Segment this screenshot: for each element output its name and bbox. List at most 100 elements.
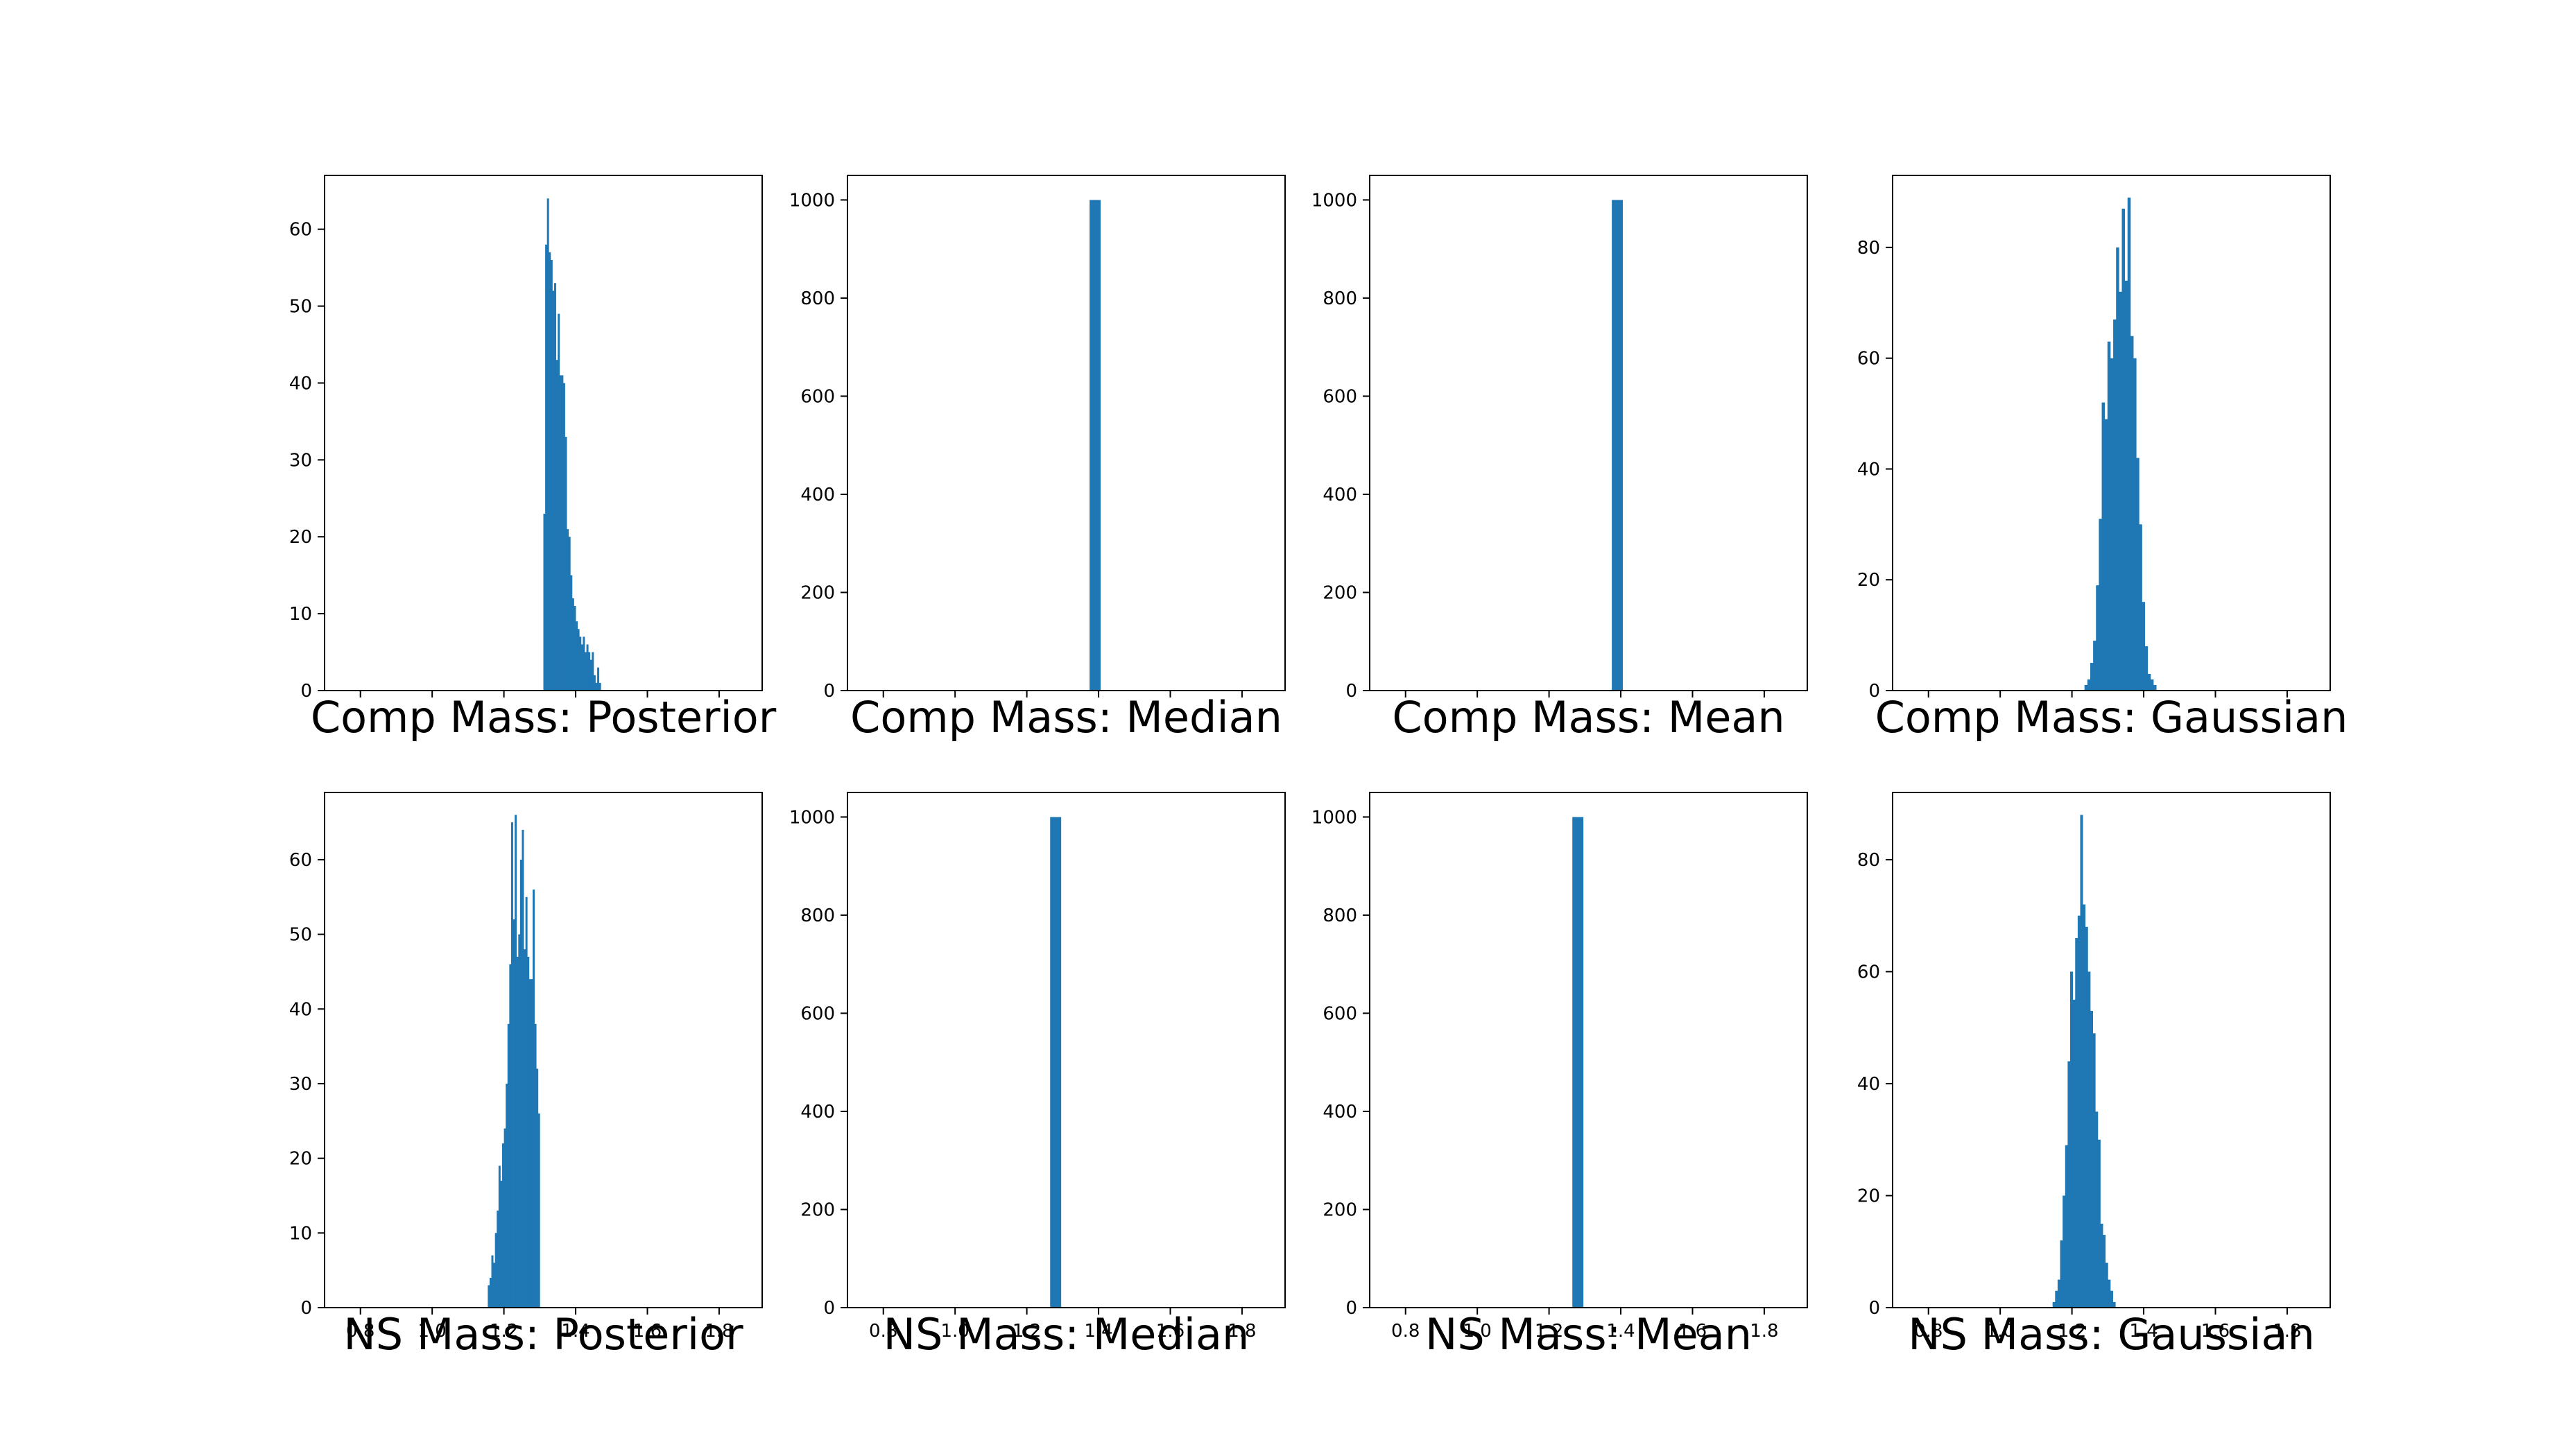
x-tick-label: 1.0: [1463, 1321, 1491, 1342]
histogram-bar: [2119, 291, 2122, 691]
histogram-bar: [494, 1233, 497, 1308]
histogram-bar: [561, 375, 564, 691]
histogram-bar: [2065, 1145, 2068, 1308]
histogram-panel: 0 10 20 30 40 50 60 0.8 1.0 1.2 1.4 1.6 1.8NS Mass: …: [289, 792, 763, 1360]
histogram-bar: [2060, 1240, 2063, 1308]
y-tick-label: 0: [300, 681, 312, 702]
y-tick-label: 10: [289, 604, 312, 625]
histogram-bar: [528, 979, 531, 1308]
histogram-bar: [2144, 646, 2149, 691]
histogram-bar: [2087, 971, 2091, 1308]
histogram-bar: [2124, 280, 2128, 691]
y-tick-label: 40: [1857, 459, 1880, 480]
axes-frame: [1892, 175, 2331, 691]
y-tick-label: 800: [800, 288, 835, 309]
histogram-bar: [536, 1068, 539, 1308]
histogram-bar: [503, 1128, 506, 1308]
histogram-bar: [2087, 679, 2091, 691]
histogram-bar: [556, 360, 558, 691]
histogram-bar: [2070, 971, 2074, 1308]
histogram-bar: [550, 259, 553, 691]
histogram-bar: [507, 1023, 510, 1308]
y-tick-label: 50: [289, 925, 312, 946]
axes-frame: [1892, 792, 2331, 1308]
y-tick-label: 60: [1857, 962, 1880, 982]
histogram-bar: [2150, 679, 2154, 691]
histogram-bar: [527, 956, 530, 1308]
histogram-bar: [2099, 519, 2102, 691]
panel-title: NS Mass: Posterior: [343, 1309, 743, 1360]
histogram-bar: [570, 575, 573, 691]
histogram-bar: [597, 667, 600, 691]
histogram-bar: [1090, 200, 1101, 691]
panel-title: NS Mass: Median: [884, 1309, 1250, 1360]
y-tick-label: 60: [289, 220, 312, 241]
histogram-bar: [549, 252, 551, 691]
axes-frame: [847, 175, 1286, 691]
panel-title: Comp Mass: Posterior: [311, 692, 777, 743]
histogram-panel: 0 20 40 60 80 0.8 1.0 1.2 1.4 1.6 1.8NS Mass: Gaus…: [1857, 792, 2331, 1360]
y-tick-label: 400: [1323, 485, 1357, 505]
x-tick-label: 1.6: [2201, 1321, 2230, 1342]
histogram-bar: [2107, 341, 2111, 691]
y-tick-label: 30: [289, 1074, 312, 1095]
histogram-bar: [558, 313, 560, 691]
y-tick-label: 40: [289, 999, 312, 1020]
histogram-bar: [574, 606, 576, 691]
histogram-panel: 0 20 40 60 80 Comp Mass: Gaussian: [1857, 175, 2348, 743]
histogram-bar: [515, 815, 517, 1308]
y-tick-label: 50: [289, 297, 312, 318]
x-tick-label: 0.8: [1391, 1321, 1420, 1342]
y-tick-label: 1000: [789, 190, 835, 211]
histogram-bar: [1050, 817, 1062, 1308]
histogram-bar: [543, 513, 546, 691]
y-tick-label: 600: [800, 386, 835, 407]
histogram-bar: [2104, 419, 2108, 691]
histogram-bar: [498, 1165, 501, 1308]
y-tick-label: 20: [289, 527, 312, 548]
histogram-bar: [518, 934, 521, 1308]
histogram-panel: 0 200 400 600 800 1000 Comp Mass: Median: [789, 175, 1286, 743]
y-tick-label: 200: [800, 1199, 835, 1220]
panel-title: NS Mass: Gaussian: [1908, 1309, 2315, 1360]
histogram-bar: [2153, 685, 2157, 691]
y-tick-label: 0: [1868, 1298, 1880, 1319]
x-tick-label: 1.2: [490, 1321, 518, 1342]
histogram-bar: [2108, 1279, 2111, 1308]
histogram-bar: [2085, 926, 2088, 1308]
histogram-bar: [525, 896, 528, 1308]
histogram-bar: [2116, 247, 2119, 691]
x-tick-label: 0.8: [1914, 1321, 1943, 1342]
y-tick-label: 400: [800, 1102, 835, 1123]
histogram-bar: [2096, 585, 2099, 691]
histogram-bar: [519, 859, 522, 1308]
histogram-bar: [2067, 1061, 2071, 1308]
x-tick-label: 1.0: [417, 1321, 446, 1342]
histogram-bar: [2055, 1290, 2058, 1308]
axes-frame: [324, 792, 763, 1308]
histogram-bar: [1572, 817, 1584, 1308]
y-tick-label: 1000: [1311, 807, 1357, 828]
histogram-bar: [562, 383, 565, 691]
histogram-bar: [2093, 641, 2096, 691]
y-tick-label: 0: [823, 681, 835, 702]
x-tick-label: 1.0: [940, 1321, 969, 1342]
panel-title: NS Mass: Mean: [1425, 1309, 1752, 1360]
histogram-bar: [545, 244, 548, 691]
histogram-bar: [2092, 1033, 2096, 1308]
histogram-bar: [580, 644, 583, 691]
histogram-bar: [576, 621, 578, 691]
y-tick-label: 600: [1323, 1003, 1357, 1024]
y-tick-label: 200: [1323, 1199, 1357, 1220]
x-tick-label: 1.8: [705, 1321, 733, 1342]
y-tick-label: 400: [800, 485, 835, 505]
histogram-bar: [567, 529, 569, 691]
histogram-bar: [2127, 197, 2131, 691]
histogram-bar: [2113, 319, 2117, 691]
y-tick-label: 10: [289, 1223, 312, 1244]
histogram-panel: 0 200 400 600 800 1000 0.8 1.0 1.2 1.4 1.6 1.8NS Ma…: [789, 792, 1286, 1360]
histogram-bar: [2133, 358, 2137, 691]
y-tick-label: 40: [289, 373, 312, 394]
histogram-bar: [2100, 1223, 2103, 1308]
